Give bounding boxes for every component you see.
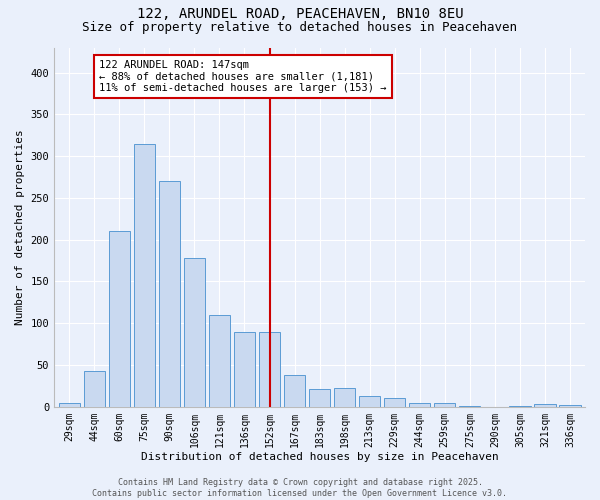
Bar	[509, 406, 530, 407]
Bar	[159, 181, 180, 407]
Bar	[83, 371, 105, 407]
Bar	[234, 332, 255, 407]
Bar	[334, 388, 355, 407]
Bar	[209, 315, 230, 407]
Bar	[384, 398, 406, 407]
Bar	[459, 406, 481, 407]
Bar	[109, 232, 130, 407]
Y-axis label: Number of detached properties: Number of detached properties	[15, 130, 25, 325]
Bar	[434, 402, 455, 407]
Bar	[534, 404, 556, 407]
Bar	[59, 402, 80, 407]
Bar	[284, 375, 305, 407]
Text: 122 ARUNDEL ROAD: 147sqm
← 88% of detached houses are smaller (1,181)
11% of sem: 122 ARUNDEL ROAD: 147sqm ← 88% of detach…	[99, 60, 387, 93]
Bar	[309, 390, 330, 407]
Bar	[409, 402, 430, 407]
Text: Contains HM Land Registry data © Crown copyright and database right 2025.
Contai: Contains HM Land Registry data © Crown c…	[92, 478, 508, 498]
X-axis label: Distribution of detached houses by size in Peacehaven: Distribution of detached houses by size …	[141, 452, 499, 462]
Bar	[259, 332, 280, 407]
Text: 122, ARUNDEL ROAD, PEACEHAVEN, BN10 8EU: 122, ARUNDEL ROAD, PEACEHAVEN, BN10 8EU	[137, 8, 463, 22]
Bar	[134, 144, 155, 407]
Bar	[359, 396, 380, 407]
Bar	[184, 258, 205, 407]
Bar	[559, 405, 581, 407]
Text: Size of property relative to detached houses in Peacehaven: Size of property relative to detached ho…	[83, 21, 517, 34]
